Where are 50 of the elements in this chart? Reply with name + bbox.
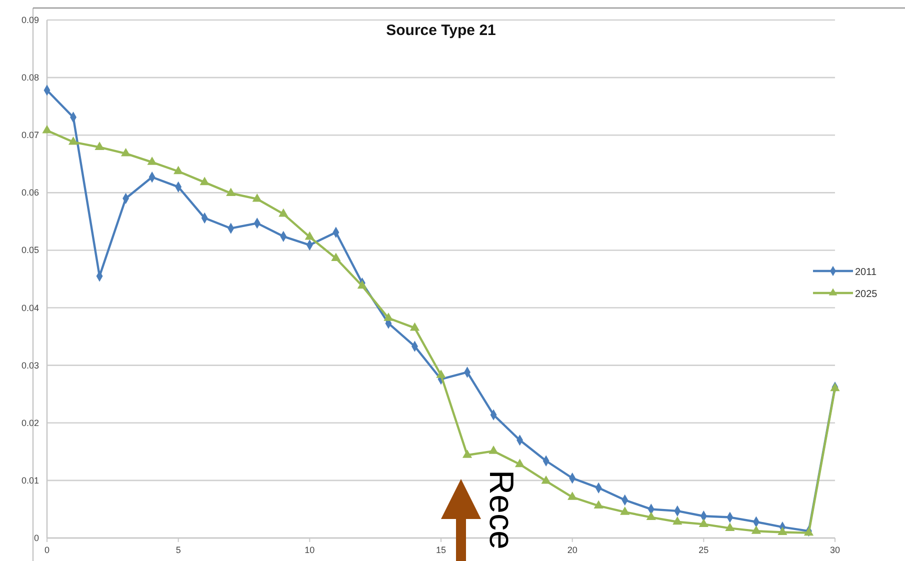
point (174, 166, 184, 174)
point (778, 526, 788, 536)
point (541, 475, 551, 484)
point (357, 280, 368, 289)
chart-title: Source Type 21 (386, 22, 496, 39)
y-tick-label: 0.06 (21, 188, 39, 198)
point (226, 188, 236, 196)
point (646, 512, 656, 520)
point (94, 142, 104, 150)
point (488, 446, 498, 454)
point (252, 193, 262, 202)
point (698, 518, 708, 527)
point (68, 136, 78, 145)
point (436, 370, 446, 378)
point (384, 312, 394, 321)
x-tick-label: 30 (830, 545, 840, 555)
y-tick-label: 0 (34, 533, 39, 543)
point (200, 176, 210, 186)
point (672, 516, 682, 525)
point (147, 156, 157, 165)
y-tick-label: 0.05 (21, 245, 39, 256)
legend-label: 2011 (855, 267, 877, 278)
point (514, 458, 525, 468)
point (725, 522, 735, 531)
point (278, 208, 288, 217)
point (462, 450, 472, 458)
y-tick-label: 0.09 (21, 15, 39, 25)
point (751, 526, 762, 534)
point (42, 124, 52, 134)
y-tick-label: 0.03 (21, 360, 39, 370)
x-tick-label: 20 (567, 545, 578, 555)
point (568, 492, 578, 500)
x-tick-label: 5 (176, 545, 181, 555)
y-tick-label: 0.01 (21, 475, 39, 486)
y-tick-label: 0.08 (21, 72, 39, 83)
point (331, 252, 341, 262)
annotation: Rece (482, 470, 520, 550)
point (594, 500, 604, 509)
point (120, 148, 131, 156)
y-tick-label: 0.02 (21, 418, 39, 428)
y-tick-label: 0.07 (21, 130, 39, 140)
point (620, 506, 630, 515)
x-tick-label: 0 (44, 545, 50, 555)
x-tick-label: 25 (698, 545, 709, 555)
legend-label: 2025 (855, 289, 878, 300)
point (304, 231, 314, 240)
y-tick-label: 0.04 (21, 302, 39, 313)
point (410, 322, 420, 331)
x-tick-label: 10 (304, 545, 315, 555)
x-tick-label: 15 (436, 545, 446, 555)
